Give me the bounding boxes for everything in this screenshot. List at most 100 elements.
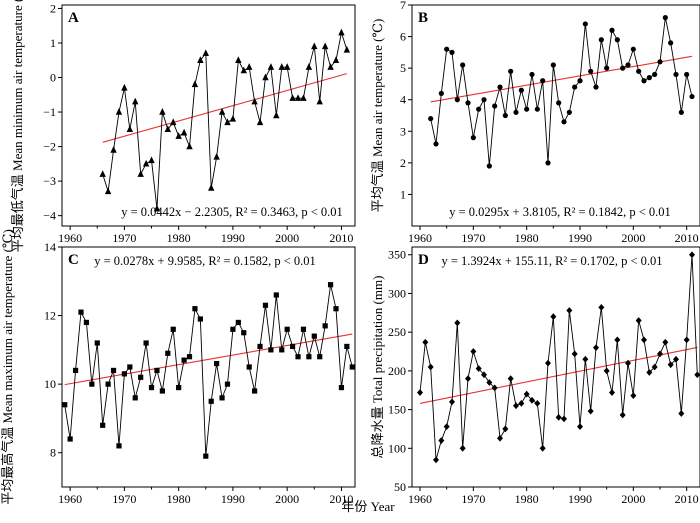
panel-b-y-axis-label: 平均气温 Mean air temperature (℃) [370,19,385,213]
panel-b-data-point [604,65,610,71]
panel-a-data-point [256,118,264,126]
panel-b-data-point [566,109,572,115]
panel-c-frame [61,246,356,488]
panel-d-frame [411,246,700,488]
panel-c-data-point [241,330,247,336]
panel-c-data-point [224,381,231,387]
panel-c-trend-line [64,333,353,386]
panel-c-data-point [100,422,106,428]
panel-d-data-point [593,344,599,352]
panel-d-y-tick-label: 150 [388,403,406,417]
panel-a-data-point [240,66,247,74]
panel-c-data-point [300,326,307,332]
panel-a-x-tick-label: 1980 [167,231,191,245]
panel-a-data-point [300,94,307,101]
panel-b-data-point [540,78,546,84]
panel-b-data-point [646,75,652,81]
panel-b-data-point [582,21,588,27]
panel-d-data-point [555,413,562,421]
panel-c-data-point [181,357,187,363]
panel-d-data-point [486,379,493,386]
panel-c-data-point [148,384,155,391]
panel-c-data-point [279,347,285,353]
panel-a-data-point [191,80,199,88]
panel-a-series-line [102,32,348,209]
panel-b-y-tick-label: 2 [400,156,406,170]
panel-b-data-point [657,59,663,65]
panel-a-data-point [278,63,285,70]
panel-b-data-point [438,90,444,96]
panel-c-data-point [138,374,144,380]
panel-c-data-point [273,292,279,298]
panel-c-data-point [89,381,95,387]
panel-b-data-point [614,37,620,43]
panel-d-x-tick-label: 1960 [408,492,432,506]
panel-a-data-point [305,63,313,70]
panel-c-data-point [317,354,323,360]
panel-b-data-point [620,65,626,71]
panel-d-data-point [497,434,503,442]
panel-a-data-point [235,56,242,63]
panel-b-equation: y = 0.0295x + 3.8105, R² = 0.1842, p < 0… [449,205,671,219]
panel-c-x-tick-label: 1970 [112,492,136,506]
panel-b-y-tick-label: 1 [400,187,406,201]
panel-b-data-point [678,109,684,115]
panel-d-data-point [449,398,455,406]
panel-b-data-point [476,106,482,112]
panel-c-y-tick-label: 8 [50,446,56,460]
panel-c-y-tick-label: 12 [44,309,56,323]
panel-c-data-point [268,347,274,353]
panel-d-data-point [529,396,535,404]
panel-d-data-point [534,399,541,407]
panel-c-y-axis-label: 平均最高气温 Mean maximum air temperature (℃) [0,229,15,505]
panel-b-data-point [513,109,519,115]
panel-a-y-axis-label: 平均最低气温 Mean minimum air temperature (℃) [10,0,25,252]
panel-d-data-point [422,338,429,346]
panel-b-data-point [588,68,594,74]
panel-a-data-point [224,118,231,126]
panel-a-data-point [170,118,177,126]
panel-a-data-point [273,111,280,119]
panel-d-data-point [465,375,471,383]
panel-d-data-point [587,407,594,415]
panel-a-data-point [229,114,237,122]
panel-a-data-point [327,63,334,70]
panel-a-data-point [142,159,150,167]
panel-c-x-tick-label: 1990 [221,492,245,506]
panel-c-data-point [127,364,133,370]
panel-d-trend-line [419,346,698,405]
panel-d-y-tick-label: 200 [388,364,406,378]
panel-b-data-point [556,100,562,106]
panel-b-data-point [550,62,556,68]
panel-a-data-point [115,108,123,115]
panel-c-data-point [214,360,220,367]
panel-c-data-point [306,354,312,360]
panel-a-data-point [283,63,291,70]
panel-d-data-point [470,348,477,355]
panel-a-data-point [159,108,166,115]
panel-c-letter: C [68,252,79,268]
panel-c-data-point [116,443,122,449]
panel-a-y-tick-label: −1 [43,105,56,119]
panel-c-data-point [154,367,160,374]
panel-b-data-point [684,71,690,78]
panel-c-data-point [252,388,258,394]
panel-c-data-point [344,343,350,350]
panel-d-data-point [475,365,482,372]
panel-b-data-point [598,37,604,43]
panel-a-data-point [213,152,220,160]
panel-a-y-tick-label: 1 [50,36,56,50]
panel-b-frame [411,4,700,227]
panel-a-data-point [338,28,345,36]
panel-a-data-point [153,204,161,212]
panel-b-data-point [689,93,695,100]
panel-b-x-tick-label: 1990 [568,231,592,245]
panel-d-y-tick-label: 300 [388,286,406,300]
panel-d-data-point [539,444,546,452]
panel-d-data-point [614,336,621,344]
panel-a-data-point [175,132,182,139]
panel-c-data-point [208,398,214,404]
shared-x-axis-label: 年份 Year [341,499,395,514]
panel-c-data-point [284,326,290,332]
